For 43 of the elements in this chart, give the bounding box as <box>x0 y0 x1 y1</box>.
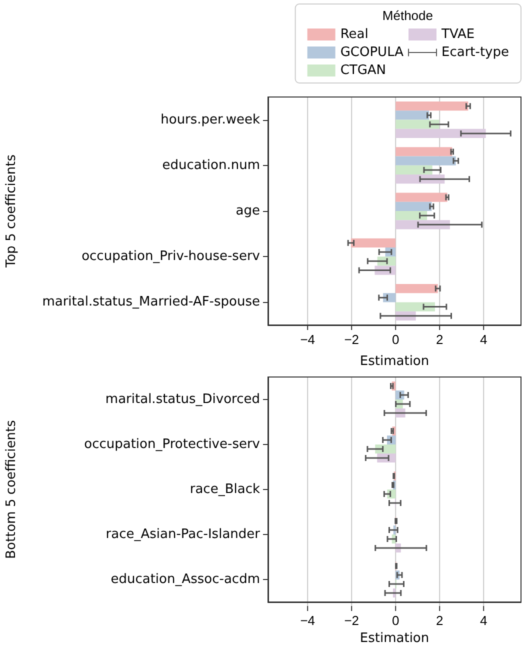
y-tick-label: occupation_Protective-serv <box>84 437 260 452</box>
bar <box>396 102 468 111</box>
y-tick-label: education_Assoc-acdm <box>110 572 260 587</box>
bar <box>396 202 432 211</box>
bar <box>396 284 438 294</box>
x-tick-label: −4 <box>300 613 316 628</box>
bar <box>396 120 440 129</box>
x-tick-label: 4 <box>480 332 488 347</box>
x-tick-label: 0 <box>392 613 400 628</box>
y-tick-label: marital.status_Divorced <box>105 392 260 407</box>
bar <box>396 302 435 312</box>
bar <box>350 238 396 248</box>
legend-label: Real <box>340 27 368 42</box>
y-tick-label: race_Black <box>190 482 260 497</box>
bar <box>396 128 486 138</box>
x-tick-label: 2 <box>436 332 444 347</box>
bar <box>396 147 452 156</box>
legend-label: TVAE <box>440 27 475 42</box>
x-tick-label: 2 <box>436 613 444 628</box>
legend-label: CTGAN <box>340 63 386 78</box>
text: Ecart-type <box>442 45 510 60</box>
y-tick-label: age <box>236 204 260 218</box>
x-axis-title: Estimation <box>360 631 430 646</box>
bar <box>396 192 448 202</box>
bar <box>396 156 456 166</box>
y-tick-label: occupation_Priv-house-serv <box>82 249 260 264</box>
bar <box>396 211 428 220</box>
x-tick-label: −4 <box>300 332 316 347</box>
legend-title: Méthode <box>382 8 434 23</box>
legend-label: GCOPULA <box>340 45 404 60</box>
bar <box>396 110 430 120</box>
bar <box>396 165 432 175</box>
y-axis-title: Top 5 coefficients <box>4 154 19 269</box>
x-tick-label: 4 <box>480 613 488 628</box>
x-tick-label: −2 <box>344 332 360 347</box>
y-tick-label: education.num <box>162 158 260 173</box>
y-axis-title: Bottom 5 coefficients <box>4 420 19 559</box>
y-tick-label: race_Asian-Pac-Islander <box>106 527 261 542</box>
x-tick-label: 0 <box>392 332 400 347</box>
x-tick-label: −2 <box>344 613 360 628</box>
y-tick-label: marital.status_Married-AF-spouse <box>42 294 260 310</box>
x-axis-title: Estimation <box>360 354 430 369</box>
y-tick-label: hours.per.week <box>160 112 260 128</box>
